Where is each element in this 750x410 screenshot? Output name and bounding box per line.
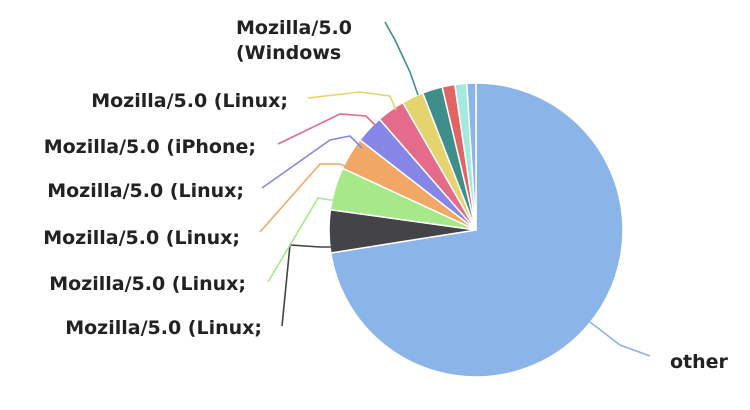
slice-label-5: Mozilla/5.0 (iPhone;: [44, 136, 256, 158]
slice-label-line: other: [670, 351, 729, 373]
pie-slice-0: [329, 82, 624, 378]
slice-label-2: Mozilla/5.0 (Linux;: [49, 273, 246, 295]
slice-labels: other Mozilla/5.0 (Linux; Mozilla/5.0 (Lin…: [43, 17, 728, 373]
leader-line-7: [384, 21, 419, 96]
slice-label-line: (Windows: [236, 42, 341, 64]
leader-line-3: [259, 163, 355, 233]
leader-line-4: [261, 135, 363, 189]
slice-label-line: Mozilla/5.0 (Linux;: [65, 317, 262, 339]
slice-label-line: Mozilla/5.0 (Linux;: [43, 227, 240, 249]
slice-label-4: Mozilla/5.0 (Linux;: [47, 180, 244, 202]
leader-line-5: [277, 113, 377, 145]
slice-label-line: Mozilla/5.0 (Linux;: [91, 90, 288, 112]
slice-label-line: Mozilla/5.0 (Linux;: [49, 273, 246, 295]
leader-line-0: [589, 321, 651, 357]
slice-label-7: Mozilla/5.0 (Windows: [236, 17, 352, 64]
leader-line-6: [307, 91, 397, 111]
slice-label-line: Mozilla/5.0 (iPhone;: [44, 136, 256, 158]
pie-slices: [328, 82, 624, 378]
slice-label-line: Mozilla/5.0: [236, 17, 352, 39]
slice-label-6: Mozilla/5.0 (Linux;: [91, 90, 288, 112]
leader-line-1: [281, 244, 341, 327]
slice-label-line: Mozilla/5.0 (Linux;: [47, 180, 244, 202]
slice-label-3: Mozilla/5.0 (Linux;: [43, 227, 240, 249]
slice-label-0: other: [670, 351, 729, 373]
leader-line-2: [267, 197, 344, 283]
leader-lines: [259, 21, 651, 357]
pie-slice-10: [465, 82, 477, 231]
slice-label-1: Mozilla/5.0 (Linux;: [65, 317, 262, 339]
